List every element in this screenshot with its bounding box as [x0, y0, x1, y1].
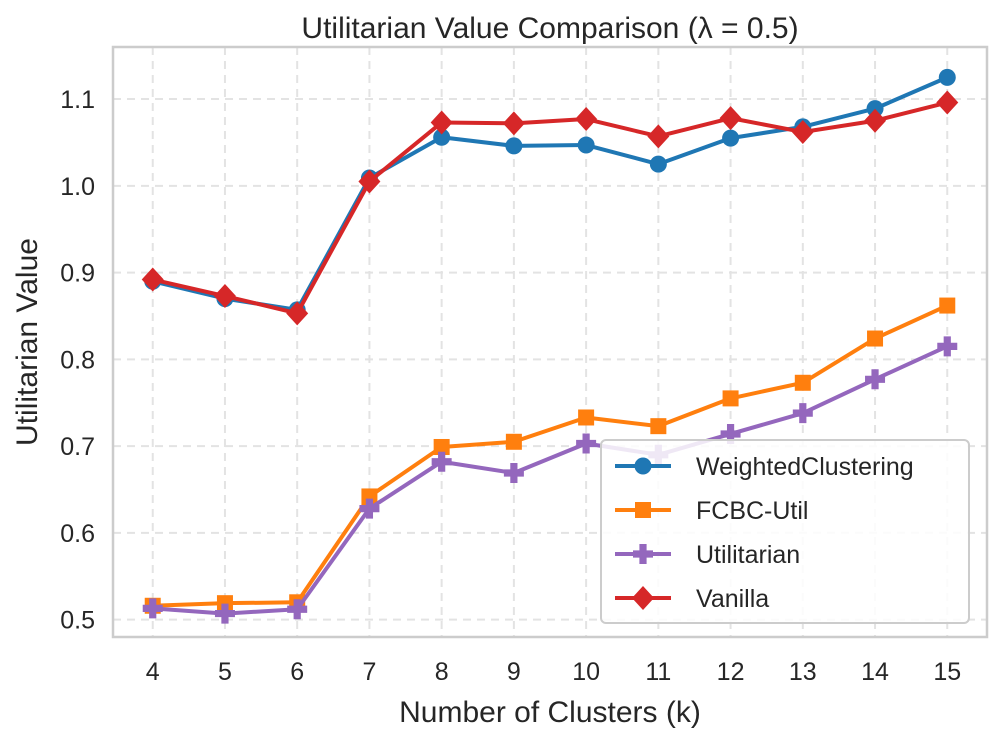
plot-frame: [111, 45, 989, 639]
data-point-vanilla: [575, 107, 598, 132]
data-point-utilitarian: [792, 403, 813, 424]
axis-ticks: 4 5 6 7 8 9 10 11 12 13 14 15 0.5 0.6 0.7 0.8 0.9 1.0 1.1: [60, 86, 961, 686]
legend-marker-vanilla: [632, 586, 654, 610]
x-tick-label: 11: [645, 658, 671, 686]
data-point-utilitarian: [142, 598, 163, 619]
data-point-fcbc-util: [361, 488, 378, 505]
legend-marker-fcbc-util: [635, 502, 651, 518]
data-point-vanilla: [719, 106, 742, 131]
data-point-utilitarian: [359, 498, 380, 519]
data-point-fcbc-util: [794, 374, 811, 391]
y-tick-label: 0.6: [60, 520, 95, 548]
data-point-utilitarian: [865, 369, 886, 390]
data-point-fcbc-util: [650, 418, 667, 435]
data-point-weightedclustering: [505, 137, 523, 155]
data-point-vanilla: [286, 301, 309, 326]
data-point-fcbc-util: [939, 297, 956, 314]
x-tick-label: 7: [362, 658, 376, 686]
series-group: [141, 68, 959, 624]
data-point-utilitarian: [576, 433, 597, 454]
y-tick-label: 0.8: [60, 346, 95, 374]
x-tick-label: 8: [435, 658, 449, 686]
data-point-vanilla: [864, 108, 887, 133]
data-point-utilitarian: [431, 451, 452, 472]
data-point-fcbc-util: [216, 595, 233, 612]
data-point-utilitarian: [214, 603, 235, 624]
series-utilitarian: [142, 336, 958, 624]
data-point-weightedclustering: [577, 136, 595, 154]
data-point-utilitarian: [503, 463, 524, 484]
series-line-utilitarian: [150, 344, 950, 616]
data-point-fcbc-util: [505, 433, 522, 450]
legend-marker-weightedclustering: [634, 457, 652, 475]
data-point-vanilla: [141, 267, 164, 292]
series-line-weightedclustering: [150, 75, 950, 312]
x-tick-label: 10: [572, 658, 600, 686]
data-point-utilitarian: [287, 599, 308, 620]
legend-label-utilitarian: Utilitarian: [696, 541, 800, 569]
x-tick-label: 9: [507, 658, 521, 686]
data-point-utilitarian: [937, 336, 958, 357]
legend-label-fcbc-util: FCBC-Util: [696, 497, 809, 525]
data-point-weightedclustering: [433, 128, 451, 146]
x-tick-label: 15: [933, 658, 961, 686]
data-point-utilitarian: [720, 423, 741, 444]
series-weightedclustering: [144, 68, 956, 319]
x-tick-label: 14: [861, 658, 889, 686]
data-point-fcbc-util: [578, 409, 595, 426]
data-point-fcbc-util: [867, 330, 884, 347]
legend-marker-utilitarian: [633, 544, 653, 564]
y-tick-label: 1.0: [60, 173, 95, 201]
x-tick-label: 6: [290, 658, 304, 686]
data-point-vanilla: [213, 284, 236, 309]
legend-label-vanilla: Vanilla: [696, 585, 769, 613]
data-point-weightedclustering: [649, 155, 667, 173]
x-tick-label: 13: [789, 658, 817, 686]
legend-label-weightedclustering: WeightedClustering: [696, 453, 914, 481]
x-tick-label: 5: [218, 658, 232, 686]
data-point-weightedclustering: [866, 100, 884, 118]
data-point-fcbc-util: [433, 438, 450, 455]
y-tick-label: 0.5: [60, 607, 95, 635]
data-point-vanilla: [936, 90, 959, 115]
series-vanilla: [141, 90, 959, 326]
y-tick-label: 0.7: [60, 433, 95, 461]
y-tick-label: 1.1: [60, 86, 95, 114]
data-point-vanilla: [358, 169, 381, 194]
series-line-vanilla: [150, 100, 950, 316]
legend-box: [600, 439, 970, 624]
data-point-vanilla: [647, 124, 670, 149]
x-axis-label: Number of Clusters (k): [399, 696, 701, 729]
x-tick-label: 4: [146, 658, 160, 686]
data-point-vanilla: [791, 120, 814, 145]
data-point-weightedclustering: [722, 129, 740, 147]
legend: WeightedClustering FCBC-Util Utilitarian Va…: [600, 439, 970, 624]
series-line-fcbc-util: [150, 303, 950, 608]
data-point-fcbc-util: [722, 390, 739, 407]
data-point-vanilla: [502, 111, 525, 136]
y-tick-label: 0.9: [60, 260, 95, 288]
data-point-vanilla: [430, 110, 453, 135]
chart-title: Utilitarian Value Comparison (λ = 0.5): [301, 12, 798, 45]
y-axis-label: Utilitarian Value: [11, 238, 44, 446]
data-point-weightedclustering: [938, 68, 956, 86]
x-tick-label: 12: [717, 658, 745, 686]
